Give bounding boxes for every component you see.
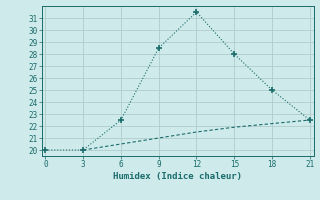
X-axis label: Humidex (Indice chaleur): Humidex (Indice chaleur) — [113, 172, 242, 181]
